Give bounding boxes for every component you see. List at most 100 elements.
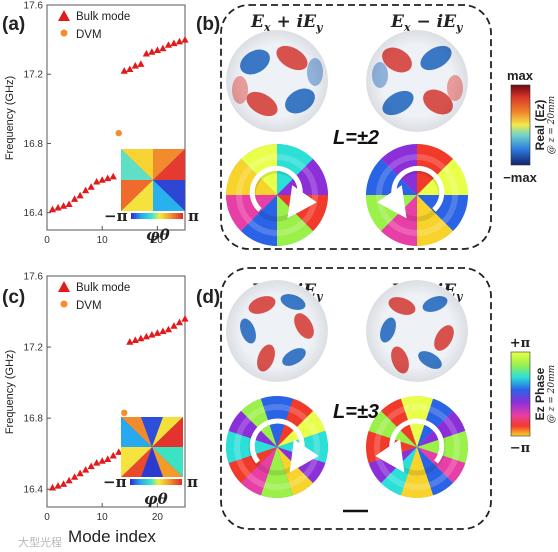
bulk-mode-point [159,44,167,52]
ytick-label: 17.6 [24,272,44,283]
bulk-mode-point [48,483,57,491]
chart-c-xticks: 0 10 20 [44,503,163,523]
rotation-arrow-d-minus [375,418,445,473]
bulk-mode-point [148,331,156,338]
legend-dvm-marker [60,29,68,37]
ytick-label: 16.4 [24,208,44,219]
legend-bulk-marker-c [58,281,70,292]
field-plus-label-b: Ex + iEy [250,12,324,34]
colorbar-phase-sub: @ z = 20mm [547,365,557,423]
legend-dvm-label: DVM [76,29,102,41]
inset-c-neg-pi: −π [103,473,127,491]
rotation-arrow-b-plus [249,165,317,219]
chart-c-frame [46,275,186,508]
chart-a-ylabel: Frequency (GHz) [4,76,16,160]
inset-a-colorbar [131,213,183,219]
bulk-mode-point [126,338,134,345]
bulk-mode-point [104,455,112,463]
bulk-mode-point [59,202,68,209]
bulk-mode-point [131,336,139,343]
ytick-label: 16.4 [24,485,44,496]
bulk-mode-point [181,36,189,43]
inset-a-neg-pi: −π [104,207,128,225]
colorbar-real-gradient [510,84,531,166]
xtick-label: 0 [44,235,50,246]
colorbar-phase-bottom: −π [510,441,531,456]
inset-a: −π π φθ [104,149,199,244]
xtick-label: 10 [97,512,109,523]
legend-bulk-label-c: Bulk mode [76,282,130,294]
inset-c-sectors [121,417,183,477]
panel-label-a: (a) [2,14,25,35]
chart-a-frame [46,4,186,231]
bulk-mode-point [54,482,62,489]
bulk-mode-point [170,322,178,329]
bulk-mode-point [59,480,68,487]
field-minus-label-b: Ex − iEy [390,12,464,34]
legend-dvm-marker-c [60,300,68,308]
rotation-arrow-d-plus [249,418,319,473]
bulk-mode-point [65,200,73,208]
bulk-mode-point [153,329,161,336]
bulk-mode-point [93,177,101,185]
ytick-label: 17.6 [24,1,44,12]
inset-a-pos-pi: π [188,207,199,225]
chart-c-marks [48,315,189,491]
chart-a-yticks: 16.4 16.8 17.2 17.6 [24,1,51,219]
bulk-mode-point [126,65,134,73]
panel-label-c: (c) [2,287,25,308]
bulk-mode-point [137,60,145,67]
bulk-mode-point [65,476,73,484]
ytick-label: 16.8 [24,139,44,150]
phase-disc-d-minus [366,396,468,498]
bulk-mode-point [109,451,117,459]
chart-c-ylabel: Frequency (GHz) [4,350,16,434]
dvm-point [121,409,128,417]
rotation-arrow-b-minus [377,165,445,219]
colorbar-phase-top: +π [510,336,531,351]
panel-d: (d) Ex + iEy Ex − iEy L=±3 [196,267,492,530]
charge-label-b: L=±2 [333,127,379,149]
bulk-mode-point [76,191,84,199]
real-field-disc-d-minus [366,280,468,382]
bulk-mode-point [82,466,90,473]
phase-disc-b-plus [226,144,328,246]
bulk-mode-point [142,49,150,57]
svg-text:Ex − iEy: Ex − iEy [390,12,464,34]
bulk-mode-point [98,176,106,183]
bulk-mode-point [115,448,123,455]
panel-b: (b) Ex + iEy Ex − iEy [196,4,492,250]
bulk-mode-point [71,195,79,202]
bulk-mode-point [109,172,117,180]
bulk-mode-point [175,37,184,45]
bulk-mode-point [93,458,101,466]
colorbar-real-sub: @ z = 20mm [547,96,557,154]
colorbar-phase-title: Ez Phase [533,367,547,420]
inset-a-sectors [121,149,185,211]
colorbar-phase: +π −π Ez Phase @ z = 20mm [510,336,557,456]
inset-a-phi-label: φθ [146,226,170,244]
chart-a-xticks: 0 10 20 [44,226,163,246]
xtick-label: 20 [152,512,164,523]
inset-c-pos-pi: π [187,473,198,491]
bulk-mode-point [48,205,57,213]
phase-disc-b-minus [366,144,468,246]
inset-c-phi-label: φθ [144,490,168,508]
bulk-mode-point [120,67,128,74]
legend-bulk-label: Bulk mode [76,11,130,23]
bulk-mode-point [137,334,145,342]
bulk-mode-point [54,203,62,211]
colorbar-real-title: Real (Ez) [533,100,547,151]
inset-c: −π π φθ [103,417,198,508]
bulk-mode-point [131,61,139,69]
bulk-mode-point [170,39,178,47]
bulk-mode-point [175,318,184,326]
chart-a: (a) 16.4 16.8 17.2 17.6 0 10 20 Frequency (GH… [2,1,199,247]
ytick-label: 16.8 [24,414,44,425]
chart-a-marks [48,36,189,213]
charge-label-d: L=±3 [333,401,379,423]
real-field-disc-b-plus [226,30,328,132]
bulk-mode-point [98,457,106,464]
